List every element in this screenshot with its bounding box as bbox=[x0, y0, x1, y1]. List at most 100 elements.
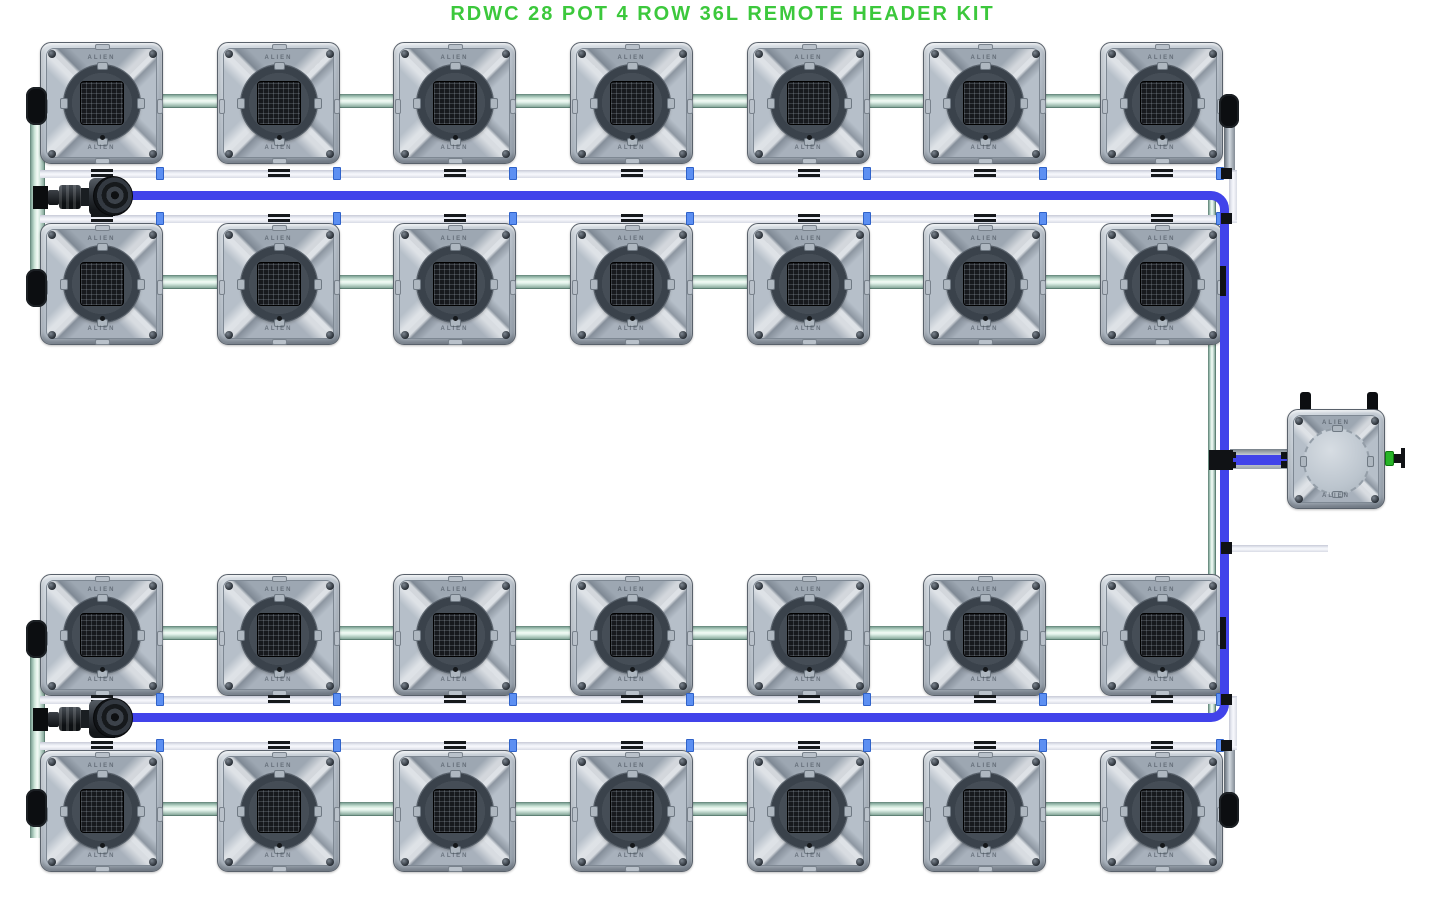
screw-icon bbox=[502, 331, 510, 339]
lid-tab-icon bbox=[1157, 594, 1168, 602]
pipe-tick-icon bbox=[1150, 741, 1173, 744]
lid-edge-tab-icon bbox=[272, 866, 287, 872]
lid-edge-tab-icon bbox=[448, 866, 463, 872]
pot-r3-c4: ALIEN ALIEN bbox=[570, 574, 693, 696]
net-pot-mesh bbox=[256, 613, 301, 657]
lid-edge-tab-icon bbox=[864, 99, 870, 114]
pipe-junction-fitting bbox=[1221, 213, 1232, 224]
return-pipe-2 bbox=[40, 215, 1237, 223]
pot-brand-text: ALIEN bbox=[1147, 145, 1176, 151]
pump-fitting bbox=[48, 712, 59, 727]
screw-icon bbox=[1032, 582, 1040, 590]
screw-icon bbox=[1032, 150, 1040, 158]
screw-icon bbox=[679, 858, 687, 866]
pot-r2-c2: ALIEN ALIEN bbox=[217, 223, 340, 345]
lid-edge-tab-icon bbox=[334, 99, 340, 114]
screw-icon bbox=[502, 582, 510, 590]
pot-brand-text: ALIEN bbox=[264, 853, 293, 859]
pot-brand-text: ALIEN bbox=[1147, 853, 1176, 859]
pipe-tick-icon bbox=[973, 695, 996, 698]
lid-tab-icon bbox=[1197, 279, 1205, 290]
lid-plug-icon bbox=[453, 135, 458, 140]
pipe-tick-icon bbox=[797, 219, 820, 222]
lid-edge-tab-icon bbox=[95, 752, 110, 758]
lid-tab-icon bbox=[137, 630, 145, 641]
lid-tab-icon bbox=[767, 630, 775, 641]
net-pot-mesh bbox=[432, 81, 477, 125]
lid-tab-icon bbox=[60, 279, 68, 290]
pipe-tick-icon bbox=[267, 219, 290, 222]
lid-edge-tab-icon bbox=[272, 339, 287, 345]
lid-edge-tab-icon bbox=[978, 866, 993, 872]
lid-edge-tab-icon bbox=[802, 225, 817, 231]
pot-r4-c4: ALIEN ALIEN bbox=[570, 750, 693, 872]
supply-pipe-loop bbox=[128, 191, 1229, 722]
screw-icon bbox=[1032, 758, 1040, 766]
screw-icon bbox=[326, 50, 334, 58]
screw-icon bbox=[149, 50, 157, 58]
lid-edge-tab-icon bbox=[95, 339, 110, 345]
lid-tab-icon bbox=[137, 279, 145, 290]
screw-icon bbox=[1108, 231, 1116, 239]
header-outlet-cap bbox=[1394, 454, 1402, 463]
screw-icon bbox=[502, 758, 510, 766]
pipe-tick-icon bbox=[1150, 746, 1173, 749]
lid-tab-icon bbox=[844, 630, 852, 641]
circulation-pump-1 bbox=[33, 175, 133, 219]
pot-brand-text: ALIEN bbox=[440, 587, 469, 593]
screw-icon bbox=[679, 231, 687, 239]
pipe-clip-icon bbox=[509, 167, 517, 180]
header-outlet-cap bbox=[1401, 448, 1405, 468]
lid-edge-tab-icon bbox=[802, 44, 817, 50]
lid-tab-icon bbox=[767, 806, 775, 817]
lid-edge-tab-icon bbox=[219, 99, 225, 114]
lid-edge-tab-icon bbox=[157, 280, 163, 295]
lid-tab-icon bbox=[1157, 243, 1168, 251]
screw-icon bbox=[225, 331, 233, 339]
pipe-tick-icon bbox=[1150, 174, 1173, 177]
lid-plug-icon bbox=[630, 843, 635, 848]
screw-icon bbox=[1108, 331, 1116, 339]
lid-plug-icon bbox=[807, 135, 812, 140]
diagram-title: RDWC 28 POT 4 ROW 36L REMOTE HEADER KIT bbox=[450, 3, 995, 25]
lid-tab-icon bbox=[1197, 98, 1205, 109]
net-pot-mesh bbox=[79, 613, 124, 657]
net-pot-mesh bbox=[609, 789, 654, 833]
pot-brand-text: ALIEN bbox=[617, 55, 646, 61]
net-pot-mesh bbox=[79, 81, 124, 125]
pot-r3-c3: ALIEN ALIEN bbox=[393, 574, 516, 696]
lid-plug-icon bbox=[100, 667, 105, 672]
lid-tab-icon bbox=[413, 98, 421, 109]
pipe-tick-icon bbox=[620, 695, 643, 698]
lid-tab-icon bbox=[1020, 279, 1028, 290]
pipe-junction-fitting bbox=[1221, 694, 1232, 705]
pot-r2-c4: ALIEN ALIEN bbox=[570, 223, 693, 345]
pipe-tick-icon bbox=[620, 169, 643, 172]
lid-tab-icon bbox=[590, 98, 598, 109]
lid-edge-tab-icon bbox=[1155, 339, 1170, 345]
mount-bracket-icon bbox=[1219, 94, 1239, 128]
lid-tab-icon bbox=[1120, 98, 1128, 109]
screw-icon bbox=[149, 858, 157, 866]
pot-brand-text: ALIEN bbox=[87, 55, 116, 61]
lid-tab-icon bbox=[274, 62, 285, 70]
lid-edge-tab-icon bbox=[802, 866, 817, 872]
lid-edge-tab-icon bbox=[572, 631, 578, 646]
pot-brand-text: ALIEN bbox=[440, 853, 469, 859]
lid-tab-icon bbox=[980, 770, 991, 778]
pipe-clip-icon bbox=[1039, 167, 1047, 180]
screw-icon bbox=[48, 331, 56, 339]
pot-brand-text: ALIEN bbox=[264, 55, 293, 61]
lid-edge-tab-icon bbox=[978, 576, 993, 582]
lid-tab-icon bbox=[804, 243, 815, 251]
lid-edge-tab-icon bbox=[978, 225, 993, 231]
lid-edge-tab-icon bbox=[510, 807, 516, 822]
lid-plug-icon bbox=[630, 316, 635, 321]
net-pot-mesh bbox=[79, 262, 124, 306]
lid-tab-icon bbox=[450, 62, 461, 70]
pot-r1-c1: ALIEN ALIEN bbox=[40, 42, 163, 164]
pipe-tick-icon bbox=[443, 174, 466, 177]
screw-icon bbox=[225, 682, 233, 690]
lid-tab-icon bbox=[943, 98, 951, 109]
lid-tab-icon bbox=[1332, 425, 1343, 432]
